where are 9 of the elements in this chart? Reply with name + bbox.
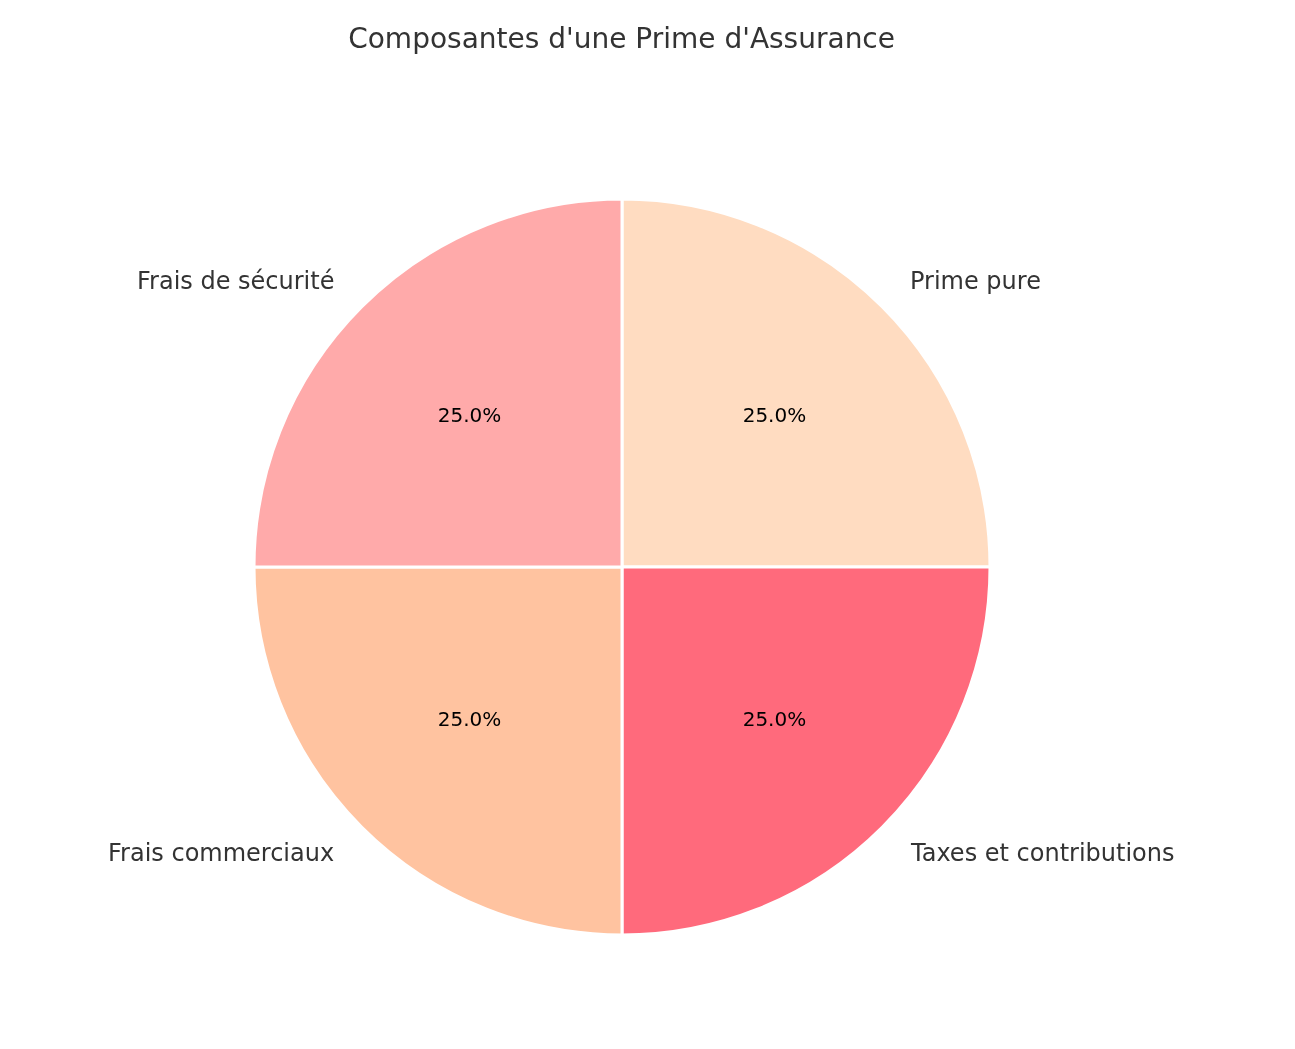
data-label: 25.0% [742, 402, 807, 427]
slice-label: Frais de sécurité [137, 267, 335, 295]
data-label: 25.0% [437, 402, 502, 427]
slice-label: Taxes et contributions [910, 839, 1175, 867]
data-label: 25.0% [742, 707, 807, 732]
chart-title: Composantes d'une Prime d'Assurance [348, 21, 896, 55]
slice-label: Frais commerciaux [108, 839, 335, 867]
data-label: 25.0% [437, 707, 502, 732]
slice-label: Prime pure [910, 267, 1041, 295]
